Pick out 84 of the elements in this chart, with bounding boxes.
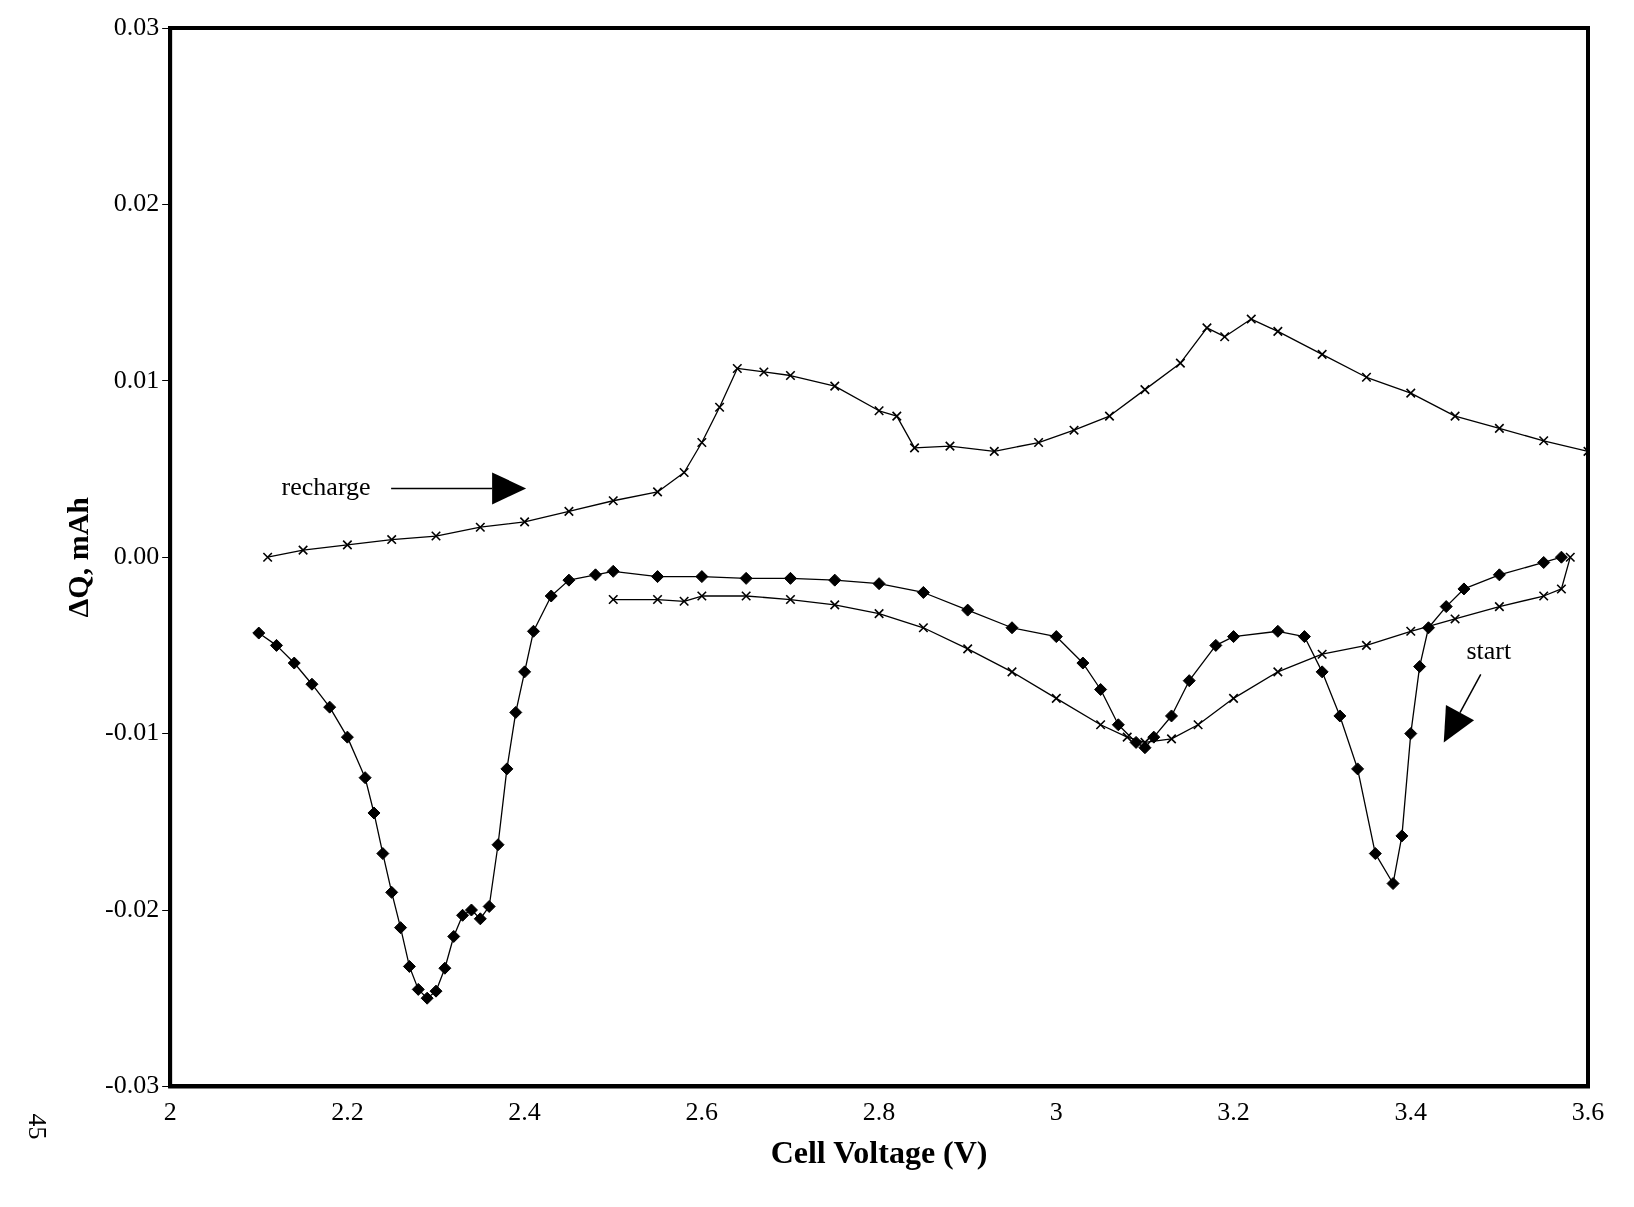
point	[785, 370, 796, 381]
point	[829, 599, 840, 610]
y-tick-label: 0.03	[113, 11, 160, 41]
point	[785, 594, 796, 605]
point	[475, 522, 486, 533]
y-tick-label: 0.01	[113, 364, 160, 394]
point	[962, 643, 973, 654]
point	[874, 405, 885, 416]
point	[1538, 590, 1549, 602]
point	[1104, 411, 1115, 422]
point	[1175, 358, 1186, 369]
point	[1450, 613, 1461, 624]
x-axis-title: Cell Voltage (V)	[770, 1134, 988, 1171]
point	[1361, 640, 1372, 651]
point	[430, 530, 442, 542]
point	[732, 363, 743, 374]
point	[696, 590, 707, 602]
point	[1068, 425, 1080, 436]
point	[1095, 719, 1106, 730]
point	[1201, 322, 1212, 333]
x-tick-label: 3.4	[1394, 1096, 1428, 1126]
y-tick-label: 0.00	[113, 541, 160, 571]
point	[262, 552, 273, 563]
point	[989, 446, 1000, 457]
x-tick-label: 3.2	[1217, 1096, 1250, 1126]
y-axis-title: ΔQ, mAh	[60, 496, 94, 618]
x-tick-label: 2.8	[862, 1096, 896, 1126]
annotation: recharge	[281, 472, 371, 502]
point	[1538, 435, 1549, 446]
point	[829, 381, 840, 392]
point	[1405, 388, 1416, 399]
point	[679, 467, 690, 478]
point	[386, 534, 397, 545]
point	[891, 411, 902, 422]
point	[652, 594, 663, 605]
point	[758, 366, 769, 378]
point	[608, 594, 619, 605]
point	[1051, 693, 1062, 704]
point	[1166, 733, 1177, 744]
point	[1565, 552, 1576, 563]
point	[608, 495, 619, 506]
x-tick-label: 2	[163, 1096, 177, 1126]
point	[1122, 732, 1133, 743]
y-tick-label: -0.01	[104, 717, 160, 747]
point	[679, 596, 690, 607]
x-tick-label: 3.6	[1571, 1096, 1605, 1126]
point	[298, 545, 309, 556]
point	[1246, 314, 1257, 325]
point	[696, 437, 707, 448]
point	[519, 516, 530, 527]
point	[1494, 423, 1505, 434]
point	[1494, 601, 1505, 612]
x-tick-label: 2.2	[331, 1096, 364, 1126]
point	[563, 506, 574, 517]
y-tick-label: -0.02	[104, 893, 160, 923]
point	[1219, 331, 1230, 342]
point	[1317, 349, 1328, 360]
x-tick-label: 2.6	[685, 1096, 719, 1126]
y-tick-label: -0.03	[104, 1070, 160, 1100]
text: 45	[23, 1113, 53, 1140]
point	[1272, 666, 1283, 677]
point	[652, 486, 663, 497]
point	[1317, 649, 1328, 660]
point	[741, 590, 752, 602]
point	[714, 402, 725, 413]
point	[909, 442, 920, 453]
point	[1139, 384, 1150, 395]
point	[918, 622, 929, 633]
point	[874, 608, 885, 619]
point	[1006, 666, 1018, 677]
point	[944, 441, 956, 452]
point	[342, 539, 353, 550]
point	[1556, 583, 1567, 594]
y-tick-label: 0.02	[113, 188, 160, 218]
point	[1033, 437, 1044, 448]
x-tick-label: 2.4	[508, 1096, 541, 1126]
x-tick-label: 3	[1049, 1096, 1063, 1126]
point	[1272, 326, 1283, 337]
point	[1361, 372, 1372, 383]
point	[1228, 693, 1239, 704]
point	[1193, 719, 1204, 730]
point	[1405, 626, 1416, 637]
annotation: start	[1466, 636, 1512, 666]
point	[1450, 411, 1461, 422]
